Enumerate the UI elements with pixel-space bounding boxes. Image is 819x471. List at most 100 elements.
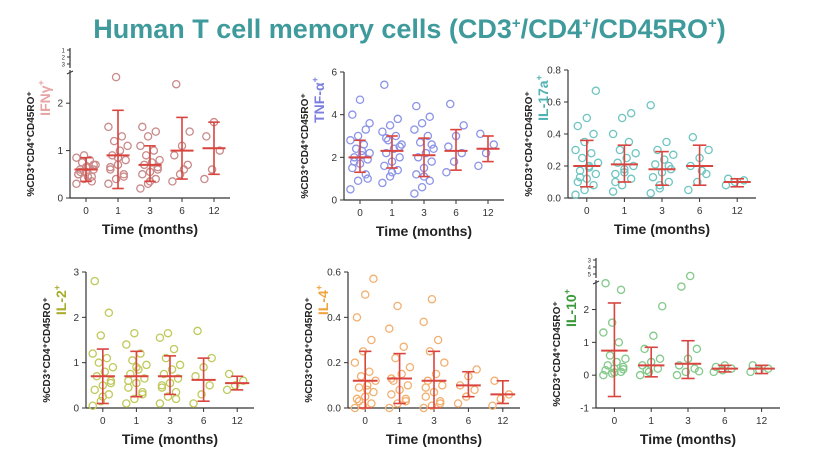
data-point (363, 174, 372, 183)
x-tick-label: 1 (389, 208, 395, 219)
data-point (629, 161, 638, 171)
data-point (143, 132, 153, 141)
y-axis-label: %CD3⁺CD4⁺CD45RO⁺ (300, 93, 311, 198)
data-point (361, 170, 371, 179)
data-point (472, 365, 481, 374)
data-point (681, 367, 691, 377)
data-point (425, 112, 435, 122)
data-point (387, 390, 396, 399)
data-point (168, 177, 177, 186)
data-point (230, 381, 240, 390)
panel-title: IFNγ+ (36, 80, 53, 116)
data-point (395, 153, 404, 162)
x-tick-label: 0 (612, 416, 618, 427)
data-point (435, 396, 445, 406)
data-point (136, 141, 145, 151)
data-point (429, 144, 438, 154)
y-tick-label: 2 (57, 99, 63, 110)
y-tick-label: -1 (580, 404, 589, 415)
data-point (238, 376, 248, 386)
data-point (391, 353, 400, 363)
x-tick-label: 6 (697, 206, 703, 217)
data-point (413, 153, 423, 162)
data-point (575, 166, 585, 176)
data-point (147, 158, 157, 167)
data-point (470, 385, 479, 395)
data-point (403, 381, 413, 390)
y-tick-label: 4 (331, 110, 337, 121)
x-tick-label: 12 (208, 206, 220, 217)
data-point (419, 403, 428, 413)
data-point (378, 127, 387, 136)
x-tick-label: 3 (685, 416, 691, 427)
x-axis-label: Time (months) (640, 431, 736, 447)
data-point (393, 301, 402, 311)
data-point (191, 372, 200, 381)
data-point (104, 308, 114, 318)
chart-2: 0.0 0.2 0.4 0.6 0.8 0 1 3 6 12 Time (months) %CD3⁺C… (524, 66, 756, 237)
data-point (621, 354, 630, 364)
data-point (138, 387, 147, 397)
data-point (348, 110, 357, 119)
data-point (222, 385, 232, 395)
y-tick-label: 0.2 (547, 162, 561, 173)
data-point (171, 79, 181, 89)
data-point (457, 148, 467, 158)
panel-title: TNF-α+ (310, 77, 327, 123)
data-point (427, 157, 436, 166)
data-point (200, 174, 209, 184)
data-point (151, 127, 161, 136)
data-point (96, 331, 106, 340)
data-point (445, 99, 455, 109)
data-point (170, 151, 179, 160)
data-point (142, 360, 151, 370)
data-point (108, 362, 118, 372)
data-point (117, 132, 127, 141)
data-point (75, 167, 85, 177)
y-tick-label: 1 (73, 358, 79, 369)
x-tick-label: 3 (659, 206, 665, 217)
data-point (688, 132, 698, 142)
x-tick-label: 1 (622, 206, 628, 217)
data-point (378, 178, 387, 188)
data-point (399, 342, 408, 352)
data-point (346, 185, 355, 194)
data-point (640, 344, 649, 354)
data-point (613, 158, 622, 168)
data-point (412, 170, 421, 179)
data-point (427, 294, 437, 304)
data-point (605, 351, 615, 360)
data-point (421, 383, 430, 392)
data-point (104, 122, 113, 132)
data-point (435, 399, 445, 408)
x-tick-label: 6 (453, 208, 459, 219)
x-tick-label: 1 (115, 206, 121, 217)
data-point (124, 383, 133, 392)
data-point (662, 137, 671, 147)
x-tick-label: 12 (232, 416, 244, 427)
data-point (427, 140, 436, 149)
data-point (608, 129, 618, 139)
y-tick-label: 0.6 (327, 268, 341, 279)
data-point (356, 372, 366, 381)
data-point (573, 177, 583, 187)
data-point (157, 381, 167, 390)
data-point (393, 114, 403, 124)
y-tick-label: 3 (62, 63, 66, 69)
data-point (653, 145, 662, 155)
data-point (601, 279, 610, 288)
data-point (163, 392, 173, 401)
data-point (72, 153, 81, 162)
chart-4: 0.0 0.2 0.4 0.6 0 1 3 6 12 Time (months) %CD3⁺CD4⁺… (304, 268, 520, 447)
data-point (380, 161, 389, 171)
axis-break-mark (66, 70, 74, 75)
data-point (169, 344, 179, 354)
data-point (111, 72, 121, 82)
data-point (718, 366, 727, 375)
data-point (74, 170, 83, 179)
data-point (631, 148, 640, 158)
data-point (646, 100, 655, 110)
data-point (130, 394, 139, 404)
